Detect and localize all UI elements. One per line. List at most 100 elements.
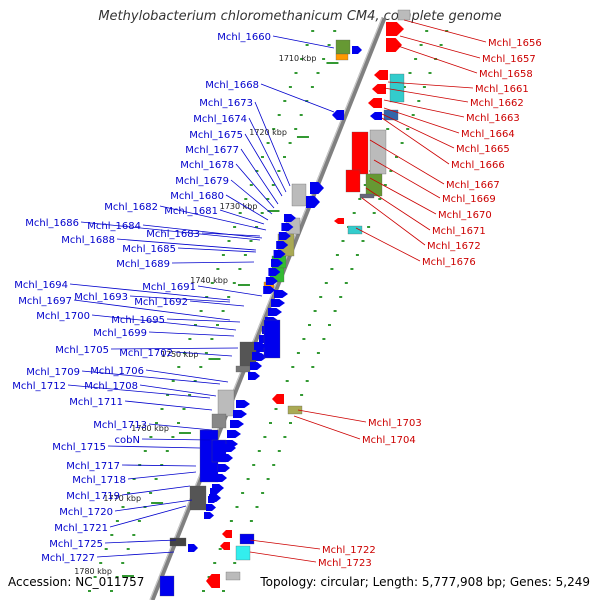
- gene-arrow: [222, 530, 232, 538]
- leader-line: [225, 194, 269, 221]
- gene-arrow: [278, 232, 291, 240]
- track-dot: [115, 576, 119, 578]
- leader-line: [166, 318, 241, 323]
- track-dot: [188, 394, 192, 396]
- track-dot: [166, 394, 170, 396]
- gene-label: Mchl_1727: [41, 553, 95, 564]
- track-dot: [160, 408, 164, 410]
- gene-label: Mchl_1665: [456, 144, 510, 155]
- feature-block: [211, 413, 227, 429]
- gene-label: Mchl_1668: [205, 80, 259, 91]
- gene-arrow: [224, 444, 236, 452]
- gene-arrow: [372, 84, 386, 94]
- gene-label: cobN: [115, 435, 140, 446]
- gene-arrow: [218, 464, 230, 472]
- leader-line: [254, 101, 291, 187]
- track-dot: [132, 478, 136, 480]
- leader-line: [104, 539, 177, 544]
- track-dot: [171, 436, 175, 438]
- track-dot: [243, 254, 247, 256]
- track-dot: [341, 240, 345, 242]
- track-dot: [104, 548, 108, 550]
- leader-line: [249, 551, 317, 563]
- feature-block: [345, 169, 361, 193]
- gene-arrow: [370, 112, 382, 120]
- feature-block: [263, 319, 281, 359]
- track-dot: [177, 422, 180, 424]
- tick-label: 1770 kbp: [103, 494, 141, 503]
- track-dot: [121, 506, 125, 508]
- track-dot: [289, 422, 292, 424]
- track-dot: [149, 436, 153, 438]
- leader-line: [139, 384, 217, 397]
- leader-line: [114, 499, 193, 512]
- gene-arrow: [208, 496, 218, 503]
- track-dot: [121, 562, 125, 564]
- leader-line: [121, 464, 197, 467]
- gene-label: Mchl_1661: [475, 84, 529, 95]
- track-dot: [288, 86, 292, 88]
- track-dot: [155, 422, 158, 424]
- leader-line: [399, 35, 481, 59]
- leader-line: [142, 224, 263, 239]
- gene-label: Mchl_1723: [318, 558, 372, 569]
- track-dot: [233, 226, 237, 228]
- track-dot: [328, 324, 331, 326]
- feature-block: [389, 73, 405, 103]
- leader-line: [248, 117, 287, 193]
- leader-line: [91, 314, 237, 331]
- gene-arrow: [268, 268, 281, 276]
- track-dot: [249, 520, 253, 522]
- gene-label: Mchl_1686: [25, 218, 79, 229]
- accession-text: Accession: NC_011757: [8, 575, 145, 589]
- gene-label: Mchl_1691: [142, 282, 196, 293]
- track-dot: [88, 590, 91, 592]
- tick-label: 1730 kbp: [220, 202, 258, 211]
- gene-arrow: [281, 223, 294, 231]
- leader-line: [383, 107, 460, 134]
- leader-line: [189, 300, 245, 307]
- track-dot: [193, 380, 197, 382]
- track-dot: [294, 128, 298, 130]
- gene-arrow: [368, 98, 382, 108]
- leader-line: [272, 35, 335, 49]
- track-dot: [266, 478, 270, 480]
- tick-label: 1760 kbp: [131, 424, 169, 433]
- track-dot: [311, 30, 315, 32]
- track-dot: [302, 338, 306, 340]
- track-dot: [257, 450, 261, 452]
- leader-line: [381, 113, 455, 149]
- feature-block: [291, 183, 307, 207]
- track-dot: [425, 30, 429, 32]
- gene-label: Mchl_1703: [368, 418, 422, 429]
- gene-label: Mchl_1715: [52, 442, 106, 453]
- track-dot: [246, 478, 250, 480]
- track-dot: [202, 590, 205, 592]
- track-dot: [319, 296, 323, 298]
- gene-arrow: [284, 214, 296, 222]
- gene-label: Mchl_1680: [170, 191, 224, 202]
- gene-label: Mchl_1700: [36, 311, 90, 322]
- gene-label: Mchl_1657: [482, 54, 536, 65]
- track-dot: [296, 352, 300, 354]
- gene-label: Mchl_1683: [146, 229, 200, 240]
- leader-line: [96, 551, 175, 558]
- track-dot: [210, 338, 214, 340]
- track-dot: [378, 198, 382, 200]
- gene-arrow: [268, 308, 282, 316]
- gene-arrow: [386, 22, 404, 36]
- gene-label: Mchl_1662: [470, 98, 524, 109]
- gene-arrow: [254, 342, 266, 350]
- track-dot: [233, 562, 237, 564]
- track-dot: [261, 156, 264, 158]
- leader-line: [369, 139, 445, 185]
- leader-line: [244, 133, 283, 197]
- track-dot: [199, 310, 203, 312]
- gene-arrow: [250, 362, 262, 370]
- leader-line: [177, 247, 257, 253]
- leader-line: [141, 438, 211, 441]
- leader-line: [145, 369, 229, 383]
- leader-line: [174, 351, 233, 357]
- track-dot: [171, 380, 175, 382]
